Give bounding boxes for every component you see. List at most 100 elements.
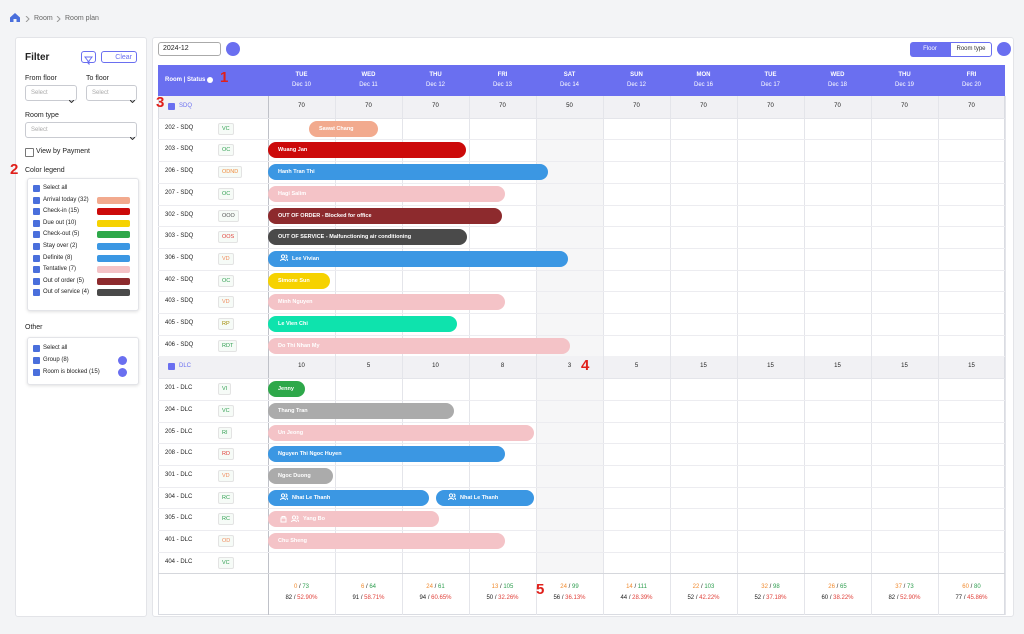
room-name: 406 - SDQ xyxy=(165,341,194,348)
available: 99 xyxy=(572,584,579,591)
booking-bar[interactable]: OUT OF ORDER - Blocked for office xyxy=(268,207,502,224)
day-date: Dec 12 xyxy=(425,82,445,88)
booking-bar[interactable]: Do Thi Nhan My xyxy=(268,337,570,354)
annotation: 2 xyxy=(10,161,19,178)
annotation: 1 xyxy=(220,69,229,86)
other-icon xyxy=(118,356,127,365)
booking-bar[interactable]: Simone Sun xyxy=(268,272,330,289)
checkbox[interactable] xyxy=(33,243,40,250)
filter-button[interactable] xyxy=(81,51,96,66)
booking-bar[interactable]: Sawat Chang xyxy=(309,120,378,137)
room-name: 305 - DLC xyxy=(165,515,193,522)
booking-bar[interactable]: Hanh Tran Thi xyxy=(268,164,548,181)
select[interactable]: Select xyxy=(86,85,137,101)
booking-bar[interactable]: Thang Tran xyxy=(268,402,454,419)
checkbox[interactable] xyxy=(33,196,40,204)
settings-button[interactable] xyxy=(997,42,1011,56)
select[interactable]: Select xyxy=(25,122,137,138)
collapse-button[interactable] xyxy=(168,363,175,371)
refresh-button[interactable] xyxy=(226,42,240,56)
booking-bar[interactable]: Un Jeong xyxy=(268,424,534,441)
header-label: Room | Status xyxy=(165,77,206,83)
date-input[interactable]: 2024-12 xyxy=(158,42,221,56)
booking-bar[interactable]: Minh Nguyen xyxy=(268,294,505,311)
grid-line xyxy=(469,96,470,118)
booking-bar[interactable]: Nhat Le Thanh xyxy=(436,489,534,506)
label: Color legend xyxy=(25,167,65,174)
availability: 15 xyxy=(700,363,707,370)
booking-bar[interactable]: OUT OF SERVICE - Malfunctioning air cond… xyxy=(268,229,467,246)
breadcrumb-item[interactable]: Room xyxy=(34,15,53,22)
clear-button[interactable]: Clear xyxy=(101,51,137,63)
booking-bar[interactable]: Ngoc Duong xyxy=(268,467,333,484)
day-date: Dec 18 xyxy=(827,82,847,88)
checkbox[interactable] xyxy=(33,357,40,364)
separator: / xyxy=(628,595,631,602)
view-toggle[interactable]: Floor xyxy=(910,42,950,57)
arrivals: 6 xyxy=(360,584,365,591)
legend-swatch xyxy=(97,243,130,250)
occupied: 52 xyxy=(687,595,695,602)
checkbox[interactable] xyxy=(33,231,40,239)
view-toggle[interactable]: Room type xyxy=(950,42,992,57)
booking-bar[interactable]: Hagi Salim xyxy=(268,185,505,202)
booking-bar[interactable]: Wuang Jan xyxy=(268,142,466,159)
status-badge: OC xyxy=(218,187,235,200)
status-badge: VC xyxy=(218,122,234,135)
day-weekday: SAT xyxy=(563,72,576,78)
totals-line: 24 / 61 xyxy=(402,584,469,590)
available: 111 xyxy=(637,584,647,591)
checkbox[interactable] xyxy=(33,345,40,352)
row-line xyxy=(158,334,1005,336)
checkbox[interactable] xyxy=(33,266,40,274)
booking-label: Sawat Chang xyxy=(319,125,354,132)
grid-line xyxy=(670,356,671,379)
collapse-button[interactable] xyxy=(168,103,175,110)
checkbox[interactable] xyxy=(33,208,40,216)
separator: / xyxy=(634,584,637,591)
booking-bar[interactable]: Nguyen Thi Ngoc Huyen xyxy=(268,446,505,463)
checkbox[interactable] xyxy=(33,219,40,227)
group-name[interactable]: SDQ xyxy=(179,103,193,109)
checkbox[interactable] xyxy=(33,277,40,285)
booking-bar[interactable]: Jenny xyxy=(268,381,305,398)
totals-line: 77 / 45.86% xyxy=(938,595,1005,601)
select[interactable]: Select xyxy=(25,85,77,101)
chevron-down xyxy=(129,99,136,104)
totals-line: 52 / 37.18% xyxy=(737,595,804,601)
checkbox[interactable] xyxy=(33,289,40,297)
separator: / xyxy=(903,584,906,591)
lock-icon xyxy=(280,515,287,523)
label: Room type xyxy=(25,112,59,119)
checkbox[interactable] xyxy=(33,254,40,262)
home-icon[interactable] xyxy=(9,12,21,23)
checkbox[interactable] xyxy=(25,148,34,157)
occupancy-rate: 28.39% xyxy=(632,595,653,602)
grid-line xyxy=(536,356,537,379)
booking-label: Thang Tran xyxy=(278,407,308,414)
separator: / xyxy=(494,595,497,602)
totals-line: 0 / 73 xyxy=(268,584,335,590)
row-line xyxy=(158,443,1005,445)
booking-bar[interactable]: Le Vien Chi xyxy=(268,316,457,332)
day-date: Dec 14 xyxy=(559,82,579,88)
grid-line xyxy=(804,96,805,615)
totals-line: 6 / 64 xyxy=(335,584,402,590)
totals-line: 82 / 52.90% xyxy=(268,595,335,601)
status-badge: RD xyxy=(218,448,234,461)
booking-bar[interactable]: Nhat Le Thanh xyxy=(268,489,429,506)
occupied: 82 xyxy=(285,595,293,602)
booking-bar[interactable]: Yang Bo xyxy=(268,511,439,528)
booking-label: Wuang Jan xyxy=(278,147,308,154)
booking-bar[interactable]: Chu Sheng xyxy=(268,533,505,549)
booking-bar[interactable]: Lee Vivian xyxy=(268,250,568,267)
booking-label: Lee Vivian xyxy=(292,255,320,262)
grid-line xyxy=(402,356,403,379)
label: From floor xyxy=(25,75,57,82)
legend-swatch xyxy=(97,289,130,297)
checkbox[interactable] xyxy=(33,185,40,192)
group-name[interactable]: DLC xyxy=(179,363,192,370)
occupancy-rate: 36.13% xyxy=(565,595,586,602)
checkbox[interactable] xyxy=(33,369,40,376)
